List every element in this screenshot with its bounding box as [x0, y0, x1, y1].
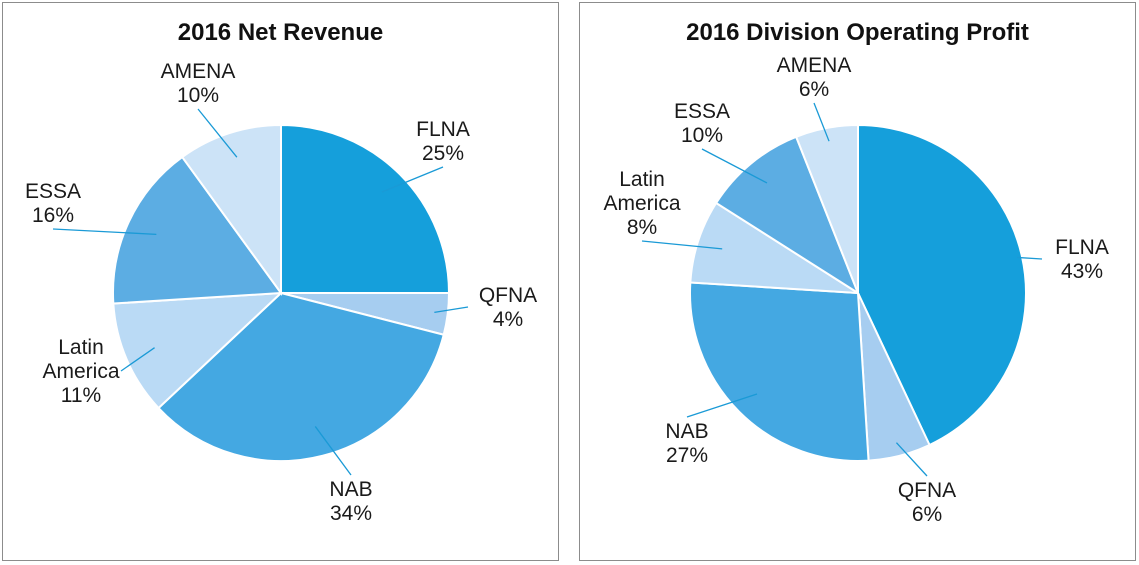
- slice-name-flna: FLNA: [1055, 236, 1109, 259]
- leader-line-latin-america: [120, 347, 155, 372]
- pie-slice-flna: [280, 123, 451, 294]
- slice-label-amena: AMENA 6%: [777, 54, 852, 101]
- slice-name-latin-america: America: [42, 360, 119, 383]
- slice-name-essa: ESSA: [674, 100, 730, 123]
- slice-percent-essa: 10%: [681, 124, 723, 147]
- net-revenue-title: 2016 Net Revenue: [177, 19, 384, 46]
- slice-percent-flna: 43%: [1061, 260, 1103, 283]
- slice-percent-flna: 25%: [422, 142, 464, 165]
- slice-name-qfna: QFNA: [479, 284, 537, 307]
- slice-label-latin-america: Latin America 8%: [603, 168, 680, 239]
- leader-line-amena: [197, 108, 238, 158]
- slice-label-flna: FLNA 25%: [416, 118, 470, 165]
- slice-name-amena: AMENA: [161, 60, 236, 83]
- slice-name-nab: NAB: [665, 420, 708, 443]
- slice-name-latin-america: America: [603, 192, 680, 215]
- operating-profit-title: 2016 Division Operating Profit: [686, 19, 1029, 46]
- slice-label-essa: ESSA 10%: [674, 100, 730, 147]
- slice-percent-nab: 27%: [666, 444, 708, 467]
- pie-slice-amena: [180, 123, 282, 297]
- slice-label-qfna: QFNA 4%: [479, 284, 537, 331]
- leader-line-essa: [52, 228, 157, 235]
- leader-line-nab: [686, 393, 758, 418]
- net-revenue-pie-chart: FLNA 25% QFNA 4% NAB 34% Latin America 11% ESSA 16…: [25, 60, 537, 525]
- slice-label-nab: NAB 27%: [665, 420, 708, 467]
- slice-percent-latin-america: 11%: [61, 384, 101, 407]
- slice-label-nab: NAB 34%: [329, 478, 372, 525]
- pie-slice-latin-america: [112, 291, 284, 410]
- leader-line-qfna: [895, 442, 928, 477]
- slice-label-latin-america: Latin America 11%: [42, 336, 119, 407]
- slice-label-essa: ESSA 16%: [25, 180, 81, 227]
- slice-percent-qfna: 6%: [912, 503, 942, 526]
- slice-percent-amena: 10%: [177, 84, 219, 107]
- net-revenue-panel: 2016 Net Revenue FLNA 25% QFNA 4% NAB 34% Lati…: [2, 2, 559, 561]
- slice-label-flna: FLNA 43%: [1055, 236, 1109, 283]
- pie-slice-nab: [689, 281, 870, 462]
- pie-slice-essa: [714, 135, 861, 296]
- leader-line-essa: [701, 148, 768, 184]
- slice-name-amena: AMENA: [777, 54, 852, 77]
- operating-profit-pie-chart: FLNA 43%QFNA 6%NAB 27%Latin America 8%ESSA 10%…: [603, 54, 1109, 526]
- slice-label-amena: AMENA 10%: [161, 60, 236, 107]
- pie-slice-amena: [794, 123, 859, 294]
- leader-line-flna: [1016, 256, 1043, 260]
- slice-percent-amena: 6%: [799, 78, 829, 101]
- slice-name-flna: FLNA: [416, 118, 470, 141]
- slice-percent-latin-america: 8%: [627, 216, 657, 239]
- slice-percent-essa: 16%: [32, 204, 74, 227]
- leader-line-flna: [381, 166, 444, 193]
- slice-name-latin-america: Latin: [619, 168, 665, 191]
- slice-name-latin-america: Latin: [58, 336, 104, 359]
- leader-line-nab: [314, 426, 352, 476]
- leader-line-amena: [813, 102, 830, 142]
- leader-line-latin-america: [641, 240, 723, 250]
- pie-slice-flna: [857, 123, 1027, 447]
- slice-name-essa: ESSA: [25, 180, 81, 203]
- pie-slice-essa: [112, 155, 283, 305]
- operating-profit-panel: 2016 Division Operating Profit FLNA 43% QF…: [579, 2, 1136, 561]
- leader-line-qfna: [434, 306, 469, 314]
- slice-percent-nab: 34%: [330, 502, 372, 525]
- slice-label-qfna: QFNA 6%: [898, 479, 956, 526]
- slice-name-nab: NAB: [329, 478, 372, 501]
- slice-name-qfna: QFNA: [898, 479, 956, 502]
- pie-slice-nab: [157, 291, 445, 462]
- slice-percent-qfna: 4%: [493, 308, 523, 331]
